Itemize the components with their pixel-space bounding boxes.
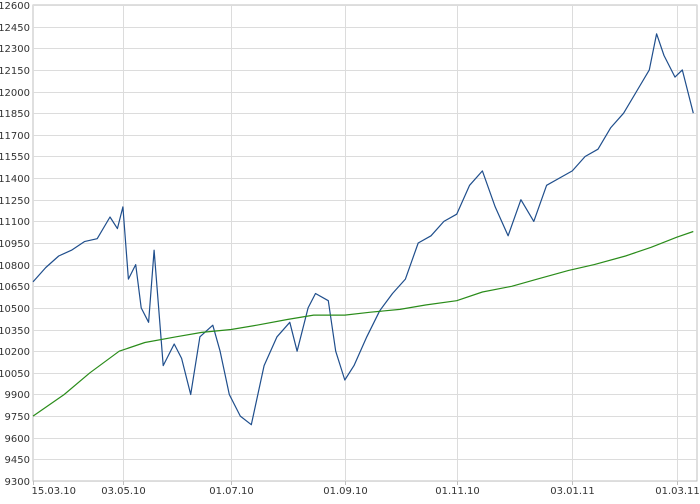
x-tick-label: 01.09.10	[323, 486, 368, 497]
x-tick-label: 01.07.10	[209, 486, 254, 497]
y-tick-label: 10050	[0, 369, 30, 380]
x-tick-label: 01.03.11	[655, 486, 700, 497]
y-tick-label: 12300	[0, 44, 30, 55]
y-tick-label: 11700	[0, 131, 30, 142]
grid	[32, 4, 698, 482]
y-tick-label: 9300	[5, 477, 30, 488]
y-tick-label: 11850	[0, 109, 30, 120]
y-tick-label: 12150	[0, 66, 30, 77]
y-tick-label: 10950	[0, 239, 30, 250]
y-tick-label: 9750	[5, 412, 30, 423]
x-tick-label: 01.11.10	[435, 486, 480, 497]
y-tick-label: 12000	[0, 88, 30, 99]
y-tick-label: 10350	[0, 326, 30, 337]
series-layer	[32, 33, 694, 426]
y-tick-label: 9900	[5, 390, 30, 401]
y-tick-label: 11100	[0, 217, 30, 228]
price-line	[32, 33, 694, 426]
y-tick-label: 9600	[5, 434, 30, 445]
y-tick-label: 10200	[0, 347, 30, 358]
x-tick-label: 03.05.10	[101, 486, 146, 497]
y-tick-label: 9450	[5, 455, 30, 466]
y-tick-label: 11400	[0, 174, 30, 185]
y-tick-label: 11250	[0, 196, 30, 207]
y-tick-label: 12450	[0, 23, 30, 34]
y-tick-label: 10800	[0, 261, 30, 272]
y-tick-label: 11550	[0, 152, 30, 163]
y-tick-label: 12600	[0, 1, 30, 12]
y-tick-label: 10650	[0, 282, 30, 293]
y-tick-label: 10500	[0, 304, 30, 315]
x-tick-label: 03.01.11	[550, 486, 595, 497]
moving-average-line	[32, 230, 694, 417]
x-tick-label: 15.03.10	[32, 486, 77, 497]
